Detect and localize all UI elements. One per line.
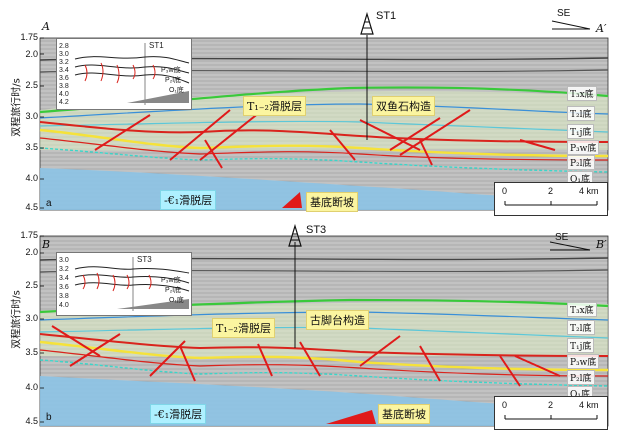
y-tick: 2.0 xyxy=(25,49,38,59)
inset-tick: 4.2 xyxy=(59,99,69,106)
scale-label: 0 xyxy=(502,186,508,196)
y-tick: 4.0 xyxy=(25,382,38,392)
horizon-label-t2l: T₂l底 xyxy=(567,320,595,335)
inset-tick: 3.6 xyxy=(59,75,69,82)
inset-tick: 4.0 xyxy=(59,302,69,309)
inset-horizon-label: O₁底 xyxy=(169,87,184,94)
corner-right-label: B′ xyxy=(596,238,607,251)
direction-label: SE xyxy=(555,232,569,243)
seismic-section-a xyxy=(39,11,609,211)
basement-ramp-tag: 基底断坡 xyxy=(378,404,430,424)
inset-profile: 2.8 3.0 3.2 3.4 3.6 3.8 4.0 4.2 ST1 P₃w底… xyxy=(56,38,192,110)
inset-tick: 3.8 xyxy=(59,83,69,90)
inset-horizon-label: O₁底 xyxy=(169,297,184,304)
inset-tick: 3.4 xyxy=(59,275,69,282)
horizon-label-t1j: T₁j底 xyxy=(567,124,595,139)
inset-tick: 3.2 xyxy=(59,266,69,273)
scale-label: 4 km xyxy=(579,400,599,410)
y-tick: 4.5 xyxy=(25,416,38,426)
cambrian-detachment-tag: -€₁滑脱层 xyxy=(150,404,207,424)
inset-tick: 3.4 xyxy=(59,67,69,74)
inset-tick: 3.2 xyxy=(59,59,69,66)
inset-horizon-label: P₂l底 xyxy=(165,77,181,84)
horizon-label-t3x: T₃x底 xyxy=(567,86,597,101)
cambrian-detachment-tag: -€₁滑脱层 xyxy=(160,190,217,210)
scale-bar: 0 2 4 km xyxy=(494,182,608,216)
well-label: ST3 xyxy=(306,224,327,236)
structure-tag: 古脚台构造 xyxy=(306,310,369,330)
panel-letter: a xyxy=(46,198,52,209)
horizon-label-p3w: P₃w底 xyxy=(567,140,600,155)
detachment-tag: T₁₋₂滑脱层 xyxy=(212,318,275,338)
panel-b: B B′ ST3 SE 双程旅行时/s 1.75 2.0 2.5 3.0 3.5… xyxy=(0,216,622,432)
y-tick: 1.75 xyxy=(20,230,38,240)
ramp-triangle-icon xyxy=(282,192,302,208)
y-tick: 2.5 xyxy=(25,280,38,290)
horizon-label-t3x: T₃x底 xyxy=(567,302,597,317)
horizon-label-t1j: T₁j底 xyxy=(567,338,595,353)
faults-b xyxy=(51,325,561,387)
y-tick: 2.0 xyxy=(25,247,38,257)
y-tick: 4.5 xyxy=(25,202,38,212)
y-tick: 4.0 xyxy=(25,173,38,183)
well-label: ST1 xyxy=(376,10,397,22)
inset-well-label: ST3 xyxy=(137,255,152,264)
derrick-icon xyxy=(288,223,302,247)
y-tick: 3.0 xyxy=(25,111,38,121)
y-tick: 2.5 xyxy=(25,80,38,90)
inset-profile: 3.0 3.2 3.4 3.6 3.8 4.0 ST3 P₃w底 P₂l底 O₁… xyxy=(56,252,192,316)
horizon-label-p2l: P₂l底 xyxy=(567,370,595,385)
y-tick: 3.5 xyxy=(25,347,38,357)
panel-a: A A′ ST1 SE 双程旅行时/s 1.75 2.0 2.5 3.0 3.5… xyxy=(12,8,609,216)
y-tick: 3.0 xyxy=(25,313,38,323)
scale-label: 2 xyxy=(548,400,554,410)
corner-right-label: A′ xyxy=(596,22,607,35)
inset-well-label: ST1 xyxy=(149,41,164,50)
corner-left-label: B xyxy=(42,238,51,251)
seismic-section-b xyxy=(39,223,609,427)
inset-horizon-label: P₂l底 xyxy=(165,287,181,294)
scale-label: 0 xyxy=(502,400,508,410)
inset-tick: 2.8 xyxy=(59,43,69,50)
scale-label: 4 km xyxy=(579,186,599,196)
y-tick: 3.5 xyxy=(25,142,38,152)
horizon-label-t2l: T₂l底 xyxy=(567,106,595,121)
structure-tag: 双鱼石构造 xyxy=(372,96,435,116)
horizon-label-p3w: P₃w底 xyxy=(567,354,600,369)
scale-bar: 0 2 4 km xyxy=(494,396,608,430)
basement-ramp-tag: 基底断坡 xyxy=(306,192,358,212)
inset-horizon-label: P₃w底 xyxy=(161,277,181,284)
direction-label: SE xyxy=(557,8,571,19)
corner-left-label: A xyxy=(42,20,50,33)
inset-tick: 3.0 xyxy=(59,51,69,58)
inset-tick: 3.0 xyxy=(59,257,69,264)
inset-tick: 3.8 xyxy=(59,293,69,300)
derrick-icon xyxy=(360,11,374,35)
inset-tick: 3.6 xyxy=(59,284,69,291)
horizon-label-p2l: P₂l底 xyxy=(567,155,595,170)
scale-label: 2 xyxy=(548,186,554,196)
y-tick: 1.75 xyxy=(20,32,38,42)
arrow-se-icon xyxy=(549,241,591,251)
faults-a xyxy=(94,109,556,169)
inset-horizon-label: P₃w底 xyxy=(161,67,181,74)
panel-letter: b xyxy=(46,412,52,423)
ramp-triangle-icon xyxy=(326,410,376,424)
detachment-tag: T₁₋₂滑脱层 xyxy=(243,96,306,116)
arrow-se-icon xyxy=(551,20,591,30)
inset-tick: 4.0 xyxy=(59,91,69,98)
